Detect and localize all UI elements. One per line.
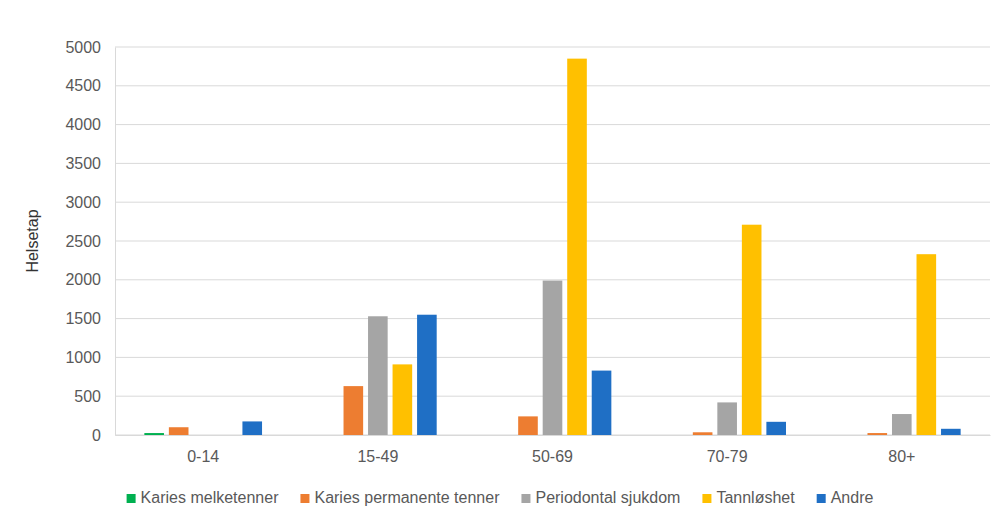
bar: [193, 435, 213, 436]
grid-line: [115, 241, 990, 242]
y-tick: 2000: [65, 271, 115, 288]
series: [368, 281, 912, 435]
legend-swatch: [817, 494, 826, 503]
x-axis-line: [116, 435, 991, 436]
y-tick-label: 2000: [65, 271, 101, 288]
y-tick: 3500: [65, 155, 115, 172]
x-tick-label: 15-49: [357, 448, 398, 465]
y-tick-label: 3000: [65, 194, 101, 211]
bar: [917, 254, 937, 435]
y-tick-label: 4500: [65, 77, 101, 94]
chart: 0 500 1000 1500 2000 2500 3000 3500 4000 4500 5000…: [0, 0, 1000, 524]
y-tick: 4000: [65, 116, 115, 133]
x-tick-label: 80+: [888, 448, 915, 465]
y-axis: 0 500 1000 1500 2000 2500 3000 3500 4000 4500 5000: [65, 39, 115, 444]
bar: [543, 281, 563, 435]
bar: [242, 421, 262, 435]
x-axis: 0-14 15-49 50-69 70-79 80+: [116, 436, 991, 466]
bar: [892, 414, 912, 435]
y-tick: 2500: [65, 233, 115, 250]
x-tick-label: 0-14: [187, 448, 219, 465]
legend-swatch: [702, 494, 711, 503]
y-tick: 3000: [65, 194, 115, 211]
bar: [344, 386, 364, 435]
series: [169, 386, 887, 435]
bar: [766, 422, 786, 435]
x-tick: 50-69: [532, 448, 573, 465]
legend-item: Tannløshet: [702, 489, 795, 506]
y-tick-label: 2500: [65, 233, 101, 250]
x-tick: 15-49: [357, 448, 398, 465]
legend-label: Karies permanente tenner: [314, 489, 500, 506]
legend-item: Karies permanente tenner: [300, 489, 500, 506]
y-tick-label: 1500: [65, 310, 101, 327]
bar: [867, 433, 887, 435]
bar: [417, 315, 437, 435]
legend-item: Andre: [817, 489, 874, 506]
legend-item: Periodontal sjukdom: [521, 489, 680, 506]
x-tick-label: 50-69: [532, 448, 573, 465]
legend-item: Karies melketenner: [127, 489, 280, 506]
bar: [567, 59, 587, 435]
y-tick-label: 0: [92, 427, 101, 444]
legend-label: Andre: [831, 489, 874, 506]
grid-line: [115, 85, 990, 86]
y-tick: 0: [92, 427, 115, 444]
grid-line: [115, 47, 990, 48]
y-tick-label: 500: [74, 388, 101, 405]
bar: [218, 435, 238, 436]
series: [242, 315, 960, 435]
bar: [668, 435, 688, 436]
series: [393, 59, 937, 435]
bar: [592, 371, 612, 435]
grid-line: [115, 163, 990, 164]
grid: [115, 47, 990, 435]
y-tick: 4500: [65, 77, 115, 94]
bar: [843, 435, 863, 436]
y-tick-label: 1000: [65, 349, 101, 366]
bar: [941, 429, 961, 435]
bar: [742, 225, 762, 435]
legend: Karies melketenner Karies permanente tenn…: [127, 489, 874, 506]
x-tick: 80+: [888, 448, 915, 465]
bar: [693, 432, 713, 435]
legend-swatch: [300, 494, 309, 503]
legend-label: Periodontal sjukdom: [535, 489, 680, 506]
legend-label: Karies melketenner: [141, 489, 280, 506]
bar: [368, 316, 388, 435]
y-axis-line: [115, 48, 116, 436]
legend-label: Tannløshet: [716, 489, 795, 506]
y-tick: 5000: [65, 39, 115, 56]
bar: [144, 433, 164, 435]
y-tick: 1000: [65, 349, 115, 366]
grid-line: [115, 124, 990, 125]
plot: 0 500 1000 1500 2000 2500 3000 3500 4000 4500 5000…: [65, 39, 990, 466]
y-tick: 1500: [65, 310, 115, 327]
bars: [144, 59, 960, 435]
y-tick: 500: [74, 388, 115, 405]
y-tick-label: 4000: [65, 116, 101, 133]
bar: [169, 427, 189, 435]
y-tick-label: 5000: [65, 39, 101, 56]
x-tick-label: 70-79: [707, 448, 748, 465]
x-tick: 70-79: [707, 448, 748, 465]
grid-line: [115, 279, 990, 280]
bar: [319, 435, 339, 436]
bar: [717, 402, 737, 435]
legend-swatch: [521, 494, 530, 503]
legend-swatch: [127, 494, 136, 503]
x-tick: 0-14: [187, 448, 219, 465]
bar: [518, 416, 538, 435]
y-tick-label: 3500: [65, 155, 101, 172]
grid-line: [115, 202, 990, 203]
bar: [393, 364, 413, 435]
y-axis-title: Helsetap: [24, 209, 41, 272]
series: [144, 433, 164, 435]
bar: [494, 435, 514, 436]
